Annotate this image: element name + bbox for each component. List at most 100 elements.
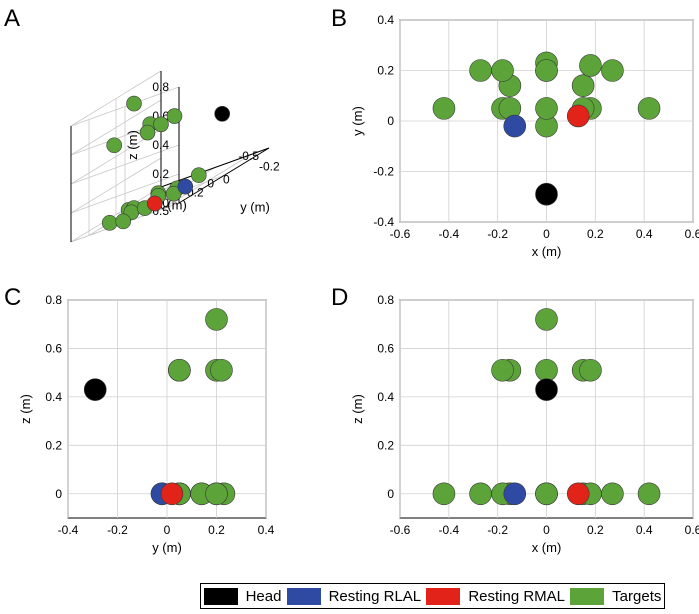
panel-c-y-axis-label: z (m): [18, 394, 33, 424]
panel-d-x-tick-label: 0.6: [685, 523, 699, 537]
panel-a-rlal-point: [177, 178, 194, 195]
figure: -0.6 -0.4 -0.2 0 0.2 0.4 0.6-0.4-0.200.20.4x (…: [4, 5, 699, 555]
panel-b-target-point: [579, 54, 602, 77]
panel-c-y-tick-label: 0: [55, 487, 62, 501]
legend-swatch-rlal: [286, 587, 321, 605]
panel-a-z-tick-label: 0.4: [152, 138, 169, 152]
legend-item-rmal: Resting RMAL: [426, 587, 566, 605]
panel-d-target-point: [637, 482, 661, 506]
legend: Head Resting RLAL Resting RMAL Targets: [200, 583, 665, 609]
panel-b-rlal-point: [503, 114, 527, 138]
panel-b-x-tick-label: -0.6: [390, 227, 411, 241]
panel-b-target-point: [432, 97, 456, 120]
panel-c-y-tick-label: 0.8: [45, 293, 62, 307]
panel-a-axis-edge: [178, 147, 270, 204]
panel-b-target-point: [637, 97, 661, 120]
legend-swatch-targets: [570, 587, 605, 605]
panel-b-x-axis-label: x (m): [532, 244, 562, 259]
panel-c-y-tick-label: 0.2: [45, 438, 62, 452]
panel-b-target-point: [535, 97, 558, 120]
panel-a-z-axis-label: z (m): [125, 130, 140, 160]
panel-d-target-point: [535, 308, 558, 331]
panel-a-target-point: [153, 116, 169, 133]
legend-item-rlal: Resting RLAL: [286, 587, 421, 605]
panel-b-rmal-point: [566, 104, 590, 128]
panel-d-target-point: [535, 358, 558, 382]
panel-d-rlal-point: [503, 482, 527, 506]
panel-d-y-tick-label: 0: [387, 487, 394, 501]
panel-a-target-point: [166, 108, 183, 124]
panel-b-head-point: [535, 182, 558, 206]
panel-d-y-tick-label: 0.4: [377, 390, 394, 404]
panel-c-x-tick-label: 0.2: [208, 523, 225, 537]
panel-a-target-point: [126, 95, 142, 112]
panel-d-x-tick-label: -0.4: [438, 523, 459, 537]
panel-a-rmal-point: [146, 195, 163, 212]
panel-letter-b: B: [331, 5, 347, 32]
panel-d-target-point: [491, 358, 514, 382]
panel-d-x-tick-label: 0: [543, 523, 550, 537]
panel-b-x-tick-label: 0: [543, 227, 550, 241]
panel-b-x-tick-label: -0.4: [438, 227, 459, 241]
legend-item-targets: Targets: [570, 587, 662, 605]
panel-a-x-tick-label: -0.5: [238, 149, 259, 163]
panel-d-target-point: [535, 482, 558, 506]
panel-b-y-tick-label: 0.2: [377, 64, 394, 78]
panel-a-y-tick-label: 0: [223, 173, 230, 187]
panel-c-x-axis-label: y (m): [152, 540, 182, 555]
panel-d-y-tick-label: 0.2: [377, 438, 394, 452]
panel-d-x-tick-label: -0.2: [487, 523, 508, 537]
panel-a-y-axis-label: y (m): [240, 200, 270, 215]
panel-b-y-tick-label: -0.4: [373, 215, 394, 229]
panel-a-y-tick-label: -0.2: [259, 160, 280, 174]
panel-a-z-tick-label: 0.8: [152, 80, 169, 94]
panel-d-rmal-point: [566, 482, 590, 506]
panel-a-z-tick-label: 0.2: [152, 167, 169, 181]
panel-a-target-point: [101, 215, 118, 231]
panel-b-target-point: [469, 59, 492, 82]
legend-swatch-head: [203, 587, 238, 605]
panel-a-target-point: [139, 124, 156, 141]
legend-label-rmal: Resting RMAL: [468, 587, 566, 605]
panel-a-target-point: [106, 137, 122, 154]
panel-c-target-point: [168, 358, 191, 382]
panel-c-x-tick-label: -0.4: [58, 523, 79, 537]
panel-d-target-point: [601, 482, 624, 506]
panel-d-head-point: [535, 378, 558, 401]
panel-c-target-point: [205, 308, 228, 331]
panel-c-y-tick-label: 0.4: [45, 390, 62, 404]
panel-c-x-tick-label: 0: [164, 523, 171, 537]
panel-a-x-tick-label: 0: [207, 177, 214, 191]
panel-d-target-point: [432, 482, 456, 506]
legend-item-head: Head: [203, 587, 282, 605]
panel-d-y-axis-label: z (m): [350, 394, 365, 424]
legend-label-targets: Targets: [612, 587, 662, 605]
panel-b-target-point: [491, 59, 514, 82]
panel-b-target-point: [571, 74, 595, 97]
panel-a-target-point: [165, 185, 182, 202]
panel-a-head-point: [214, 106, 230, 122]
panel-letter-d: D: [331, 284, 348, 311]
panel-letter-c: C: [4, 284, 21, 311]
panel-a-x-axis-label: x (m): [157, 198, 187, 213]
panel-b-y-axis-label: y (m): [350, 106, 365, 136]
panel-d-x-tick-label: 0.4: [636, 523, 653, 537]
panel-d-x-tick-label: -0.6: [390, 523, 411, 537]
panel-d-y-tick-label: 0.8: [377, 293, 394, 307]
panel-c-target-point: [205, 482, 228, 506]
panel-b-y-tick-label: 0.4: [377, 13, 394, 27]
panel-c-x-tick-label: 0.4: [258, 523, 275, 537]
panel-a-target-point: [191, 167, 207, 183]
panel-d-target-point: [579, 358, 602, 382]
panel-b-y-tick-label: -0.2: [373, 165, 394, 179]
legend-label-head: Head: [245, 587, 282, 605]
panel-b-x-tick-label: 0.6: [685, 227, 699, 241]
panel-b-target-point: [535, 59, 558, 82]
panel-c-head-point: [83, 378, 107, 401]
panel-b-y-tick-label: 0: [387, 114, 394, 128]
legend-swatch-rmal: [426, 587, 461, 605]
panel-c-rmal-point: [160, 482, 184, 506]
panel-b-x-tick-label: -0.2: [487, 227, 508, 241]
panel-c-target-point: [210, 358, 233, 382]
panel-c-x-tick-label: -0.2: [107, 523, 128, 537]
